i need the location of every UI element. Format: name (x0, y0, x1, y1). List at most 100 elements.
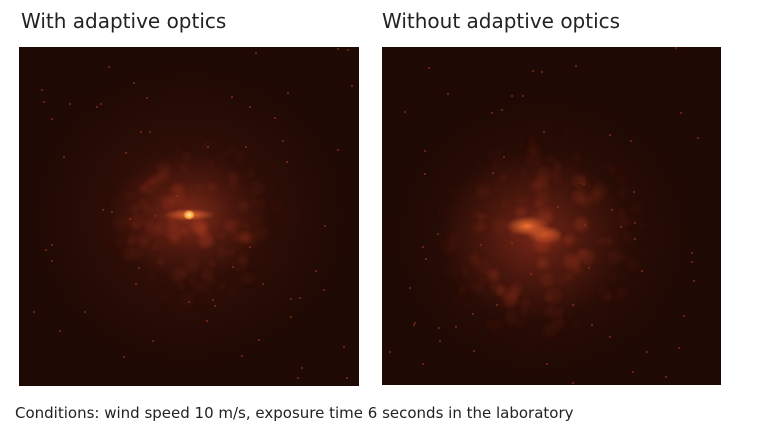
speckle (572, 174, 586, 188)
speckle (125, 191, 133, 199)
speckle (151, 174, 161, 184)
speckle (557, 276, 567, 286)
noise-dot (137, 267, 140, 270)
speckle (168, 215, 178, 225)
noise-dot (95, 105, 98, 108)
speckle (536, 167, 552, 183)
speckle (474, 211, 481, 219)
speckle (126, 177, 137, 188)
noise-dot (631, 371, 634, 374)
noise-dot (540, 71, 543, 74)
speckle (587, 326, 600, 339)
speckle (490, 157, 506, 173)
noise-dot (511, 94, 514, 97)
noise-dot (521, 94, 524, 97)
noise-dot (496, 303, 499, 306)
speckle (530, 225, 540, 235)
speckle (148, 274, 156, 281)
speckle (572, 257, 580, 264)
speckle (124, 233, 140, 249)
speckle (126, 238, 133, 245)
speckle (207, 160, 215, 168)
noise-dot (128, 217, 131, 220)
speckle (164, 301, 170, 307)
speckle (459, 286, 466, 293)
noise-dot (206, 319, 209, 322)
speckle (171, 268, 187, 284)
speckle (180, 164, 188, 171)
speckle (556, 307, 565, 316)
speckle (155, 160, 171, 176)
speckle (239, 231, 250, 242)
noise-dot (491, 111, 494, 114)
speckle (476, 212, 488, 225)
speckle (137, 235, 150, 247)
speckle (216, 247, 228, 258)
speckle (616, 187, 627, 199)
speckle (617, 215, 630, 228)
speckle (497, 285, 510, 298)
noise-dot (438, 327, 441, 330)
speckle (508, 281, 522, 295)
noise-dot (207, 145, 210, 148)
speckle (156, 168, 171, 183)
noise-dot (289, 315, 292, 318)
speckle (448, 239, 460, 251)
noise-dot (290, 298, 293, 301)
speckle (526, 152, 542, 168)
noise-dot (244, 146, 247, 149)
noise-dot (683, 314, 686, 317)
noise-dot (337, 148, 339, 151)
noise-dot (134, 282, 137, 285)
speckle (572, 153, 581, 163)
speckle (434, 271, 440, 277)
speckle (570, 320, 578, 328)
speckle (131, 204, 139, 212)
speckle (517, 140, 526, 149)
speckle (223, 220, 238, 234)
speckle (447, 185, 463, 201)
noise-dot (211, 298, 214, 301)
noise-dot (176, 194, 179, 197)
speckle (465, 254, 473, 262)
speckle (234, 151, 246, 164)
noise-dot (41, 88, 44, 91)
speckle (498, 176, 506, 184)
speckle (573, 216, 590, 233)
noise-dot (480, 244, 483, 247)
speckle (473, 282, 483, 293)
speckle (504, 311, 518, 325)
speckle (144, 219, 155, 230)
speckle (191, 219, 206, 234)
speckle (539, 272, 554, 287)
noise-dot (50, 244, 53, 247)
speckle (573, 217, 588, 231)
speckle (255, 158, 265, 168)
speckle (629, 199, 644, 214)
speckle (181, 228, 189, 235)
speckle (535, 200, 542, 208)
speckle (444, 249, 452, 256)
speckle (509, 228, 517, 237)
speckle (191, 279, 204, 292)
speckle (218, 281, 227, 291)
noise-dot (632, 190, 635, 193)
noise-dot (619, 225, 622, 228)
noise-dot (510, 241, 513, 244)
speckle (475, 259, 492, 275)
speckle (237, 251, 251, 266)
noise-dot (693, 280, 696, 283)
noise-dot (454, 326, 457, 329)
speckle (577, 174, 588, 185)
noise-dot (422, 245, 425, 248)
speckle (614, 172, 629, 187)
noise-dot (42, 101, 45, 104)
speckle (496, 285, 506, 295)
speckle (446, 234, 455, 243)
speckle (492, 319, 503, 329)
speckle (278, 217, 290, 229)
speckle (633, 252, 640, 259)
speckle (617, 208, 627, 217)
speckle (121, 219, 129, 227)
speckle (264, 254, 271, 261)
